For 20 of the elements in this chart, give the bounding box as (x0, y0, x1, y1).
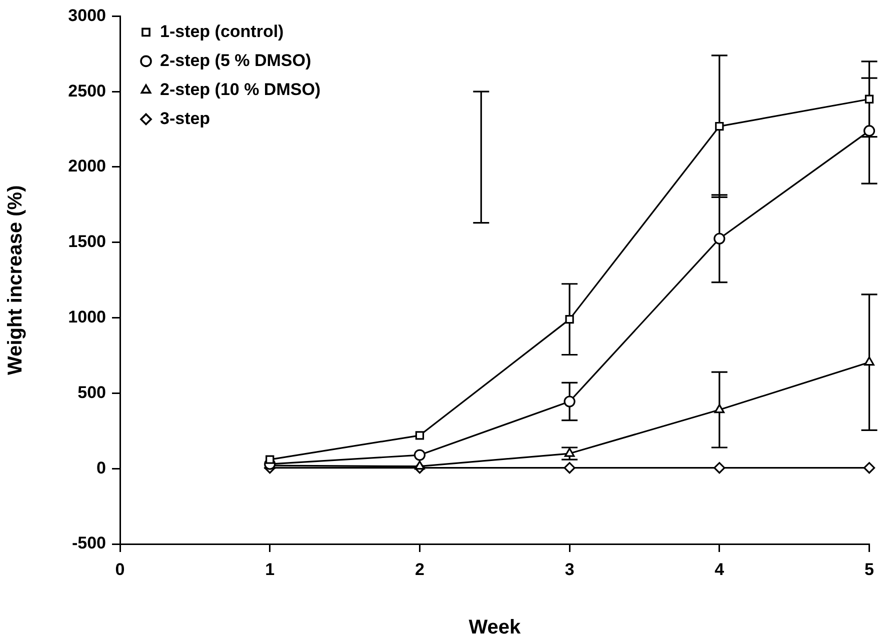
x-tick-label: 0 (115, 560, 125, 579)
legend-label: 2-step (10 % DMSO) (160, 80, 321, 99)
y-tick-label: 3000 (68, 6, 106, 25)
y-tick-label: 1500 (68, 232, 106, 252)
x-axis-title: Week (468, 616, 522, 639)
y-tick-label: 1000 (68, 307, 106, 326)
x-tick-label: 4 (714, 560, 725, 579)
legend-label: 2-step (5 % DMSO) (160, 50, 312, 70)
y-tick-label: 0 (96, 458, 106, 478)
x-tick-label: 5 (864, 560, 874, 579)
y-tick-label: 2000 (68, 156, 106, 176)
x-tick-label: 2 (414, 560, 424, 579)
y-tick-label: -500 (72, 534, 106, 553)
y-tick-label: 2500 (68, 81, 106, 100)
legend-label: 3-step (160, 108, 210, 128)
y-tick-label: 500 (78, 382, 106, 402)
x-tick-label: 3 (564, 560, 574, 579)
y-axis-title: Weight increase (%) (4, 185, 27, 375)
legend-label: 1-step (control) (160, 22, 284, 41)
x-tick-label: 1 (265, 560, 275, 579)
